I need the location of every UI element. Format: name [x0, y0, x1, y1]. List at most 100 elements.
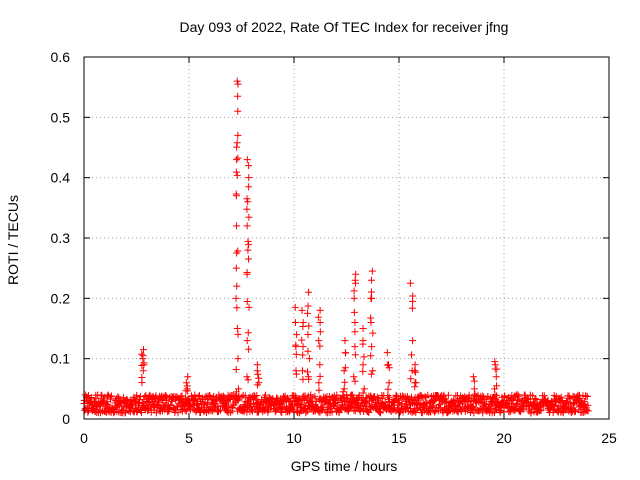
data-point: [302, 409, 310, 417]
data-point: [316, 318, 324, 326]
data-point: [95, 406, 103, 414]
data-point: [333, 391, 341, 399]
data-point: [316, 306, 324, 314]
data-point: [243, 408, 251, 416]
data-point: [412, 368, 420, 376]
data-point: [184, 373, 192, 381]
data-point: [133, 407, 141, 415]
data-point: [385, 379, 393, 387]
data-point: [261, 391, 269, 399]
data-point: [287, 400, 295, 408]
data-point: [232, 264, 240, 272]
data-point: [491, 391, 499, 399]
data-point: [583, 393, 591, 401]
data-point: [114, 393, 122, 401]
data-point: [244, 237, 252, 245]
data-point: [299, 351, 307, 359]
data-point: [315, 379, 323, 387]
data-point: [341, 378, 349, 386]
data-point: [255, 374, 263, 382]
data-point: [476, 405, 484, 413]
data-point: [122, 408, 130, 416]
data-point: [138, 374, 146, 382]
data-point: [219, 392, 227, 400]
data-point: [304, 309, 312, 317]
data-point: [497, 403, 505, 411]
data-point: [177, 393, 185, 401]
data-point: [486, 405, 494, 413]
data-point: [253, 367, 261, 375]
data-point: [384, 392, 392, 399]
data-point: [341, 364, 349, 372]
data-point: [243, 337, 251, 345]
data-point: [430, 398, 438, 406]
data-point: [351, 351, 359, 359]
data-points: [80, 77, 592, 417]
data-point: [316, 372, 324, 380]
data-point: [241, 392, 249, 400]
data-point: [373, 393, 381, 401]
data-point: [182, 379, 190, 387]
data-point: [340, 367, 348, 375]
data-point: [367, 276, 375, 284]
data-point: [571, 408, 579, 416]
data-point: [325, 399, 333, 407]
x-tick-label: 5: [185, 430, 193, 446]
data-point: [299, 367, 307, 375]
data-point: [253, 361, 261, 369]
data-point: [491, 385, 499, 393]
data-point: [303, 368, 311, 376]
data-point: [233, 139, 241, 147]
data-point: [340, 385, 348, 393]
data-point: [293, 403, 301, 411]
data-point: [304, 347, 312, 355]
data-point: [234, 92, 242, 100]
data-point: [316, 342, 324, 350]
data-point: [471, 390, 479, 398]
data-point: [235, 392, 243, 400]
data-point: [297, 400, 305, 408]
y-tick-label: 0.5: [51, 109, 71, 125]
data-point: [87, 397, 95, 405]
data-point: [430, 408, 438, 416]
y-tick-label: 0.4: [51, 170, 71, 186]
data-point: [183, 382, 191, 390]
data-point: [233, 282, 241, 290]
data-point: [368, 294, 376, 302]
data-point: [243, 156, 251, 164]
data-point: [233, 325, 241, 332]
data-point: [515, 392, 523, 400]
y-tick-label: 0.6: [51, 49, 71, 65]
data-point: [232, 294, 240, 302]
data-point: [314, 313, 322, 321]
data-point: [139, 352, 147, 360]
data-point: [470, 385, 478, 393]
data-point: [351, 328, 359, 336]
data-point: [374, 395, 382, 403]
data-point: [234, 154, 242, 162]
data-point: [450, 396, 458, 404]
data-point: [412, 379, 420, 387]
data-point: [291, 318, 299, 326]
data-point: [411, 367, 419, 375]
data-point: [305, 355, 313, 363]
data-point: [304, 302, 312, 310]
data-point: [174, 409, 182, 417]
data-point: [352, 279, 360, 287]
x-tick-label: 25: [601, 430, 617, 446]
data-point: [279, 399, 287, 407]
data-point: [359, 389, 367, 397]
data-point: [81, 391, 89, 399]
data-point: [511, 406, 519, 414]
data-point: [87, 394, 95, 402]
data-point: [351, 318, 359, 326]
y-tick-label: 0.3: [51, 230, 71, 246]
data-point: [183, 407, 191, 415]
data-point: [233, 171, 241, 179]
data-point: [292, 370, 300, 378]
data-point: [383, 349, 391, 357]
data-point: [493, 382, 501, 390]
data-point: [409, 292, 417, 300]
data-point: [278, 409, 286, 417]
data-point: [232, 388, 240, 396]
